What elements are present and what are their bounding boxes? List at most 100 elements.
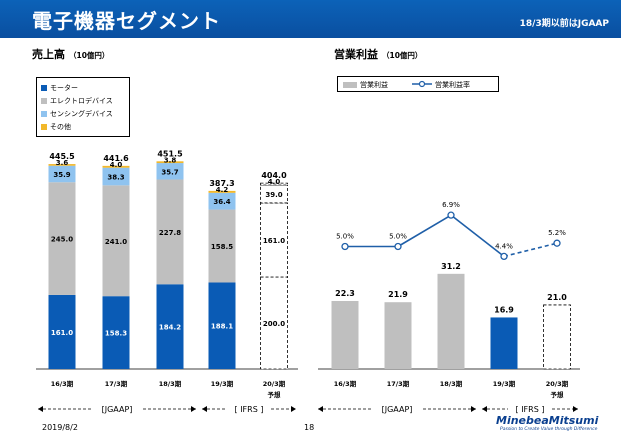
profit-forecast-label: 予想 xyxy=(551,390,565,399)
profit-data-label: 31.2 xyxy=(441,262,461,271)
profit-bar xyxy=(543,304,571,370)
legend-label: 営業利益 xyxy=(360,81,388,89)
page-number: 18 xyxy=(304,423,315,432)
company-logo: MinebeaMitsumi xyxy=(496,414,599,427)
legend-item-profit: 営業利益 xyxy=(343,80,388,90)
profit-period-arrow-head-icon xyxy=(573,406,578,412)
sales-data-label: 200.0 xyxy=(263,320,285,328)
sales-data-label: 4.0 xyxy=(268,178,281,186)
profit-category-label: 18/3期 xyxy=(440,379,463,388)
sales-bar-segment xyxy=(156,161,184,164)
sales-bar-segment xyxy=(260,202,288,278)
sales-data-label: 161.0 xyxy=(263,237,285,245)
sales-total-label: 387.3 xyxy=(209,179,234,188)
legend-label: 営業利益率 xyxy=(435,81,470,89)
header-bar: 電子機器セグメント 18/3期以前はJGAAP xyxy=(0,0,621,38)
sales-bar-segment xyxy=(156,284,184,369)
profit-period-jgaap-label: [JGAAP] xyxy=(382,405,413,414)
profit-bar xyxy=(331,300,359,369)
legend-label: その他 xyxy=(50,123,71,131)
legend-label: モーター xyxy=(50,84,78,92)
sales-bar-segment xyxy=(48,164,76,166)
profit-bar xyxy=(437,273,465,369)
sales-period-arrow-head-icon xyxy=(291,406,296,412)
sales-bar-segment xyxy=(208,192,236,210)
sales-data-label: 4.2 xyxy=(216,186,229,194)
margin-line-segment xyxy=(503,242,558,258)
legend-label: センシングデバイス xyxy=(50,110,113,118)
sales-bar-segment xyxy=(208,209,236,283)
sales-total-label: 441.6 xyxy=(103,154,129,163)
margin-label: 6.9% xyxy=(442,201,460,209)
profit-bar xyxy=(490,317,518,369)
page-title: 電子機器セグメント xyxy=(32,9,221,33)
sales-data-label: 4.0 xyxy=(110,161,123,169)
legend-swatch-motor xyxy=(41,85,47,91)
sales-data-label: 158.3 xyxy=(105,330,127,338)
sales-bar-segment xyxy=(260,184,288,204)
sales-period-arrow-head-icon xyxy=(202,406,207,412)
profit-title: 営業利益 xyxy=(334,48,378,61)
profit-category-label: 19/3期 xyxy=(493,379,516,388)
profit-period-arrow-head-icon xyxy=(318,406,323,412)
margin-point xyxy=(341,242,349,251)
profit-data-label: 21.9 xyxy=(388,290,408,299)
sales-period-arrow-head-icon xyxy=(191,406,196,412)
sales-bar-segment xyxy=(102,165,130,168)
sales-bar-segment xyxy=(48,182,76,295)
sales-period-ifrs-label: [ IFRS ] xyxy=(235,405,264,414)
legend-item-sensing: センシングデバイス xyxy=(41,109,113,119)
sales-legend: モーター エレクトロデバイス センシングデバイス その他 xyxy=(36,77,130,137)
sales-data-label: 161.0 xyxy=(51,329,73,337)
margin-point xyxy=(394,242,402,251)
sales-category-label: 19/3期 xyxy=(211,379,234,388)
sales-category-label: 17/3期 xyxy=(105,379,128,388)
sales-period-arrow-head-icon xyxy=(38,406,43,412)
sales-bar-segment xyxy=(208,190,236,193)
footer-date: 2019/8/2 xyxy=(42,423,78,432)
sales-data-label: 36.4 xyxy=(213,198,230,206)
profit-unit: （10億円） xyxy=(382,51,423,60)
margin-point xyxy=(447,211,455,219)
sales-bar-segment xyxy=(102,296,130,369)
sales-data-label: 35.9 xyxy=(53,171,70,179)
legend-swatch-electro xyxy=(41,98,47,104)
sales-bar-segment xyxy=(48,165,76,183)
margin-label: 5.2% xyxy=(548,229,566,237)
sales-bar-segment xyxy=(48,294,76,369)
margin-point xyxy=(553,239,561,247)
legend-label: エレクトロデバイス xyxy=(50,97,113,105)
sales-title: 売上高 xyxy=(32,48,65,61)
sales-data-label: 227.8 xyxy=(159,229,181,237)
profit-category-label: 17/3期 xyxy=(387,379,410,388)
accounting-note: 18/3期以前はJGAAP xyxy=(519,19,609,29)
sales-bar-segment xyxy=(156,163,184,180)
sales-bar-segment xyxy=(156,179,184,285)
sales-data-label: 3.8 xyxy=(164,156,177,164)
sales-bar-segment xyxy=(102,167,130,186)
profit-data-label: 22.3 xyxy=(335,289,355,298)
sales-data-label: 3.6 xyxy=(56,159,69,167)
sales-data-label: 245.0 xyxy=(51,236,73,244)
margin-line-segment xyxy=(397,214,452,248)
profit-data-label: 16.9 xyxy=(494,305,514,314)
sales-data-label: 38.3 xyxy=(107,174,124,182)
sales-total-label: 404.0 xyxy=(261,171,287,180)
legend-swatch-profit xyxy=(343,82,357,88)
profit-period-arrow-head-icon xyxy=(482,406,487,412)
sales-data-label: 188.1 xyxy=(211,323,233,331)
sales-period-jgaap-label: [JGAAP] xyxy=(102,405,133,414)
sales-bar-segment xyxy=(102,185,130,297)
margin-point xyxy=(500,252,508,261)
legend-swatch-sensing xyxy=(41,111,47,117)
profit-category-label: 20/3期 xyxy=(546,379,569,388)
sales-total-label: 451.5 xyxy=(157,149,183,158)
legend-item-margin: 営業利益率 xyxy=(412,80,470,90)
sales-unit: （10億円） xyxy=(69,51,110,60)
profit-bar xyxy=(384,302,412,369)
sales-data-label: 39.0 xyxy=(265,191,282,199)
profit-legend: 営業利益 営業利益率 xyxy=(337,76,499,92)
legend-item-other: その他 xyxy=(41,122,71,132)
sales-bar-segment xyxy=(208,282,236,369)
